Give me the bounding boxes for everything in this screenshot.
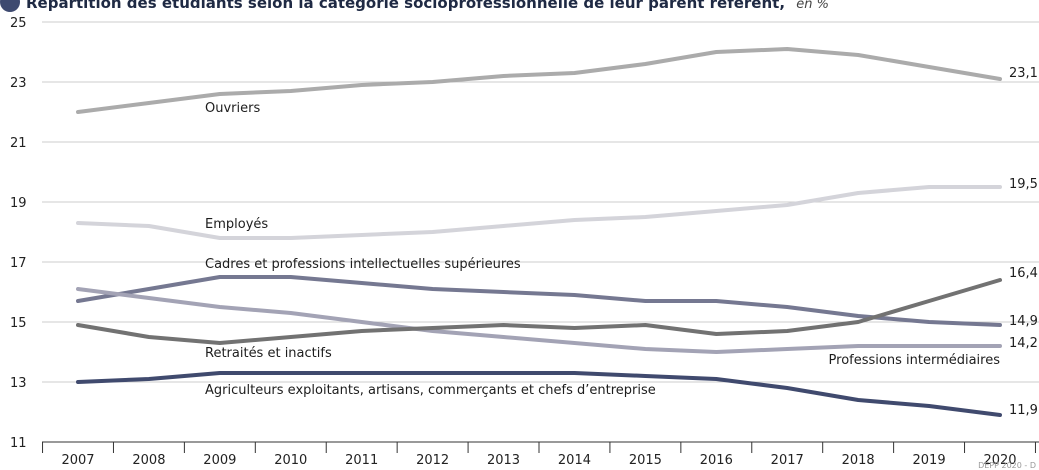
- y-tick-label: 21: [10, 136, 27, 151]
- series-line-4: [76, 278, 1002, 345]
- series-name-label: Ouvriers: [205, 101, 260, 116]
- end-value-labels: 23,1 19,5 14,9 14,2 16,4 11,9: [1009, 66, 1038, 418]
- x-tick-label: 2011: [345, 453, 378, 468]
- y-axis-ticks: 11 13 15 17 19 21 23 25: [10, 16, 27, 451]
- end-value-label: 14,2: [1009, 336, 1038, 351]
- x-tick-label: 2013: [487, 453, 520, 468]
- series-labels: Ouvriers Employés Cadres et professions in…: [205, 101, 1000, 398]
- x-tick-label: 2012: [416, 453, 449, 468]
- series-line-0: [76, 47, 1002, 114]
- end-value-label: 23,1: [1009, 66, 1038, 81]
- svg-text:Répartition des étudiants selo: Répartition des étudiants selon la catég…: [26, 0, 829, 12]
- y-tick-label: 15: [10, 316, 27, 331]
- y-tick-label: 23: [10, 76, 27, 91]
- x-tick-label: 2015: [629, 453, 662, 468]
- y-tick-label: 17: [10, 256, 27, 271]
- x-tick-label: 2017: [771, 453, 804, 468]
- series-name-label: Employés: [205, 217, 268, 232]
- series-name-label: Agriculteurs exploitants, artisans, comm…: [205, 383, 656, 398]
- series-lines: [76, 47, 1002, 417]
- x-tick-label: 2020: [983, 453, 1016, 468]
- x-tick-label: 2010: [274, 453, 307, 468]
- chart-unit: en %: [796, 0, 829, 12]
- x-tick-label: 2014: [558, 453, 591, 468]
- x-tick-label: 2018: [842, 453, 875, 468]
- y-tick-label: 19: [10, 196, 27, 211]
- chart-title-group: Répartition des étudiants selon la catég…: [0, 0, 829, 12]
- y-tick-label: 25: [10, 16, 27, 31]
- title-bullet-icon: [0, 0, 20, 12]
- end-value-label: 19,5: [1009, 177, 1038, 192]
- end-value-label: 16,4: [1009, 266, 1038, 281]
- series-name-label: Professions intermédiaires: [829, 353, 1001, 368]
- series-line-5: [76, 371, 1002, 417]
- chart-title: Répartition des étudiants selon la catég…: [26, 0, 785, 12]
- series-line-2: [76, 275, 1002, 327]
- x-tick-label: 2016: [700, 453, 733, 468]
- x-tick-label: 2009: [203, 453, 236, 468]
- y-tick-label: 11: [10, 436, 27, 451]
- series-line-3: [76, 287, 1002, 354]
- gridlines: [42, 21, 1039, 383]
- x-tick-label: 2007: [61, 453, 94, 468]
- x-tick-label: 2019: [913, 453, 946, 468]
- end-value-label: 14,9: [1009, 314, 1038, 329]
- series-name-label: Cadres et professions intellectuelles su…: [205, 257, 521, 272]
- x-axis: 2007 2008 2009 2010 2011 2012 2013 2014 2015 2016…: [42, 441, 1039, 468]
- end-value-label: 11,9: [1009, 403, 1038, 418]
- x-tick-label: 2008: [132, 453, 165, 468]
- series-name-label: Retraités et inactifs: [205, 346, 332, 361]
- series-line-1: [76, 185, 1002, 240]
- source-note: DEPP 2020 - D: [978, 461, 1036, 470]
- y-tick-label: 13: [10, 376, 27, 391]
